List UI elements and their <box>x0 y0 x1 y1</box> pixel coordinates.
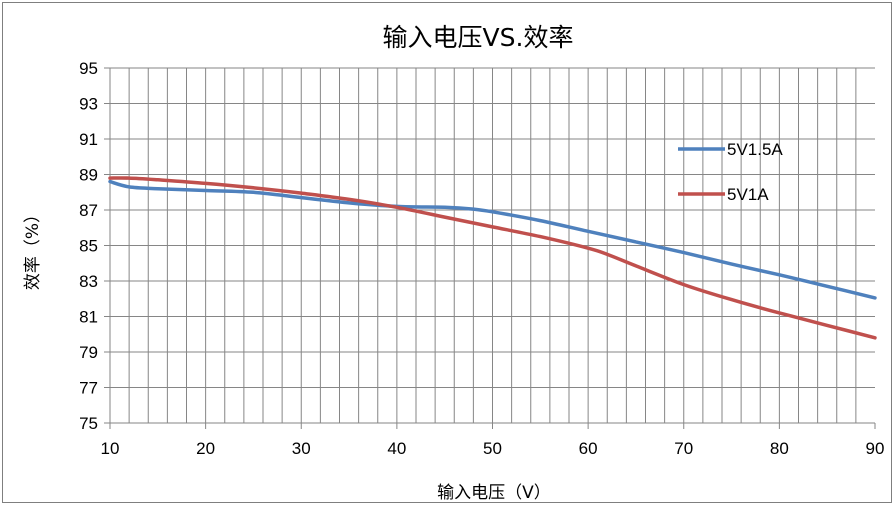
x-tick-label: 70 <box>674 439 693 458</box>
y-tick-labels: 75 77 79 81 83 85 87 89 91 93 95 <box>79 59 98 433</box>
x-tick-label: 50 <box>483 439 502 458</box>
x-tick-labels: 10 20 30 40 50 60 70 80 90 <box>101 439 885 458</box>
x-axis-title: 输入电压（V） <box>437 483 551 503</box>
series-line-1 <box>108 176 877 340</box>
x-tick-label: 30 <box>292 439 311 458</box>
y-tick-label: 89 <box>79 166 98 185</box>
x-tick-label: 20 <box>196 439 215 458</box>
series-line-0 <box>108 179 877 300</box>
x-tick-label: 90 <box>866 439 885 458</box>
y-tick-label: 79 <box>79 343 98 362</box>
y-tick-label: 85 <box>79 237 98 256</box>
y-tick-label: 93 <box>79 95 98 114</box>
axes <box>104 67 876 429</box>
legend-label-1: 5V1A <box>727 185 769 204</box>
grid-lines <box>110 67 875 423</box>
y-axis-title: 效率（%） <box>23 206 43 290</box>
y-tick-label: 83 <box>79 272 98 291</box>
x-tick-label: 80 <box>770 439 789 458</box>
y-tick-label: 91 <box>79 130 98 149</box>
legend-label-0: 5V1.5A <box>727 140 783 159</box>
y-tick-label: 95 <box>79 59 98 78</box>
y-tick-label: 75 <box>79 414 98 433</box>
y-tick-label: 87 <box>79 201 98 220</box>
x-tick-label: 60 <box>579 439 598 458</box>
y-tick-label: 77 <box>79 379 98 398</box>
x-tick-label: 10 <box>101 439 120 458</box>
x-tick-label: 40 <box>387 439 406 458</box>
series-lines <box>108 176 877 340</box>
chart-title: 输入电压VS.效率 <box>383 23 574 52</box>
legend: 5V1.5A 5V1A <box>678 140 783 204</box>
y-tick-label: 81 <box>79 308 98 327</box>
